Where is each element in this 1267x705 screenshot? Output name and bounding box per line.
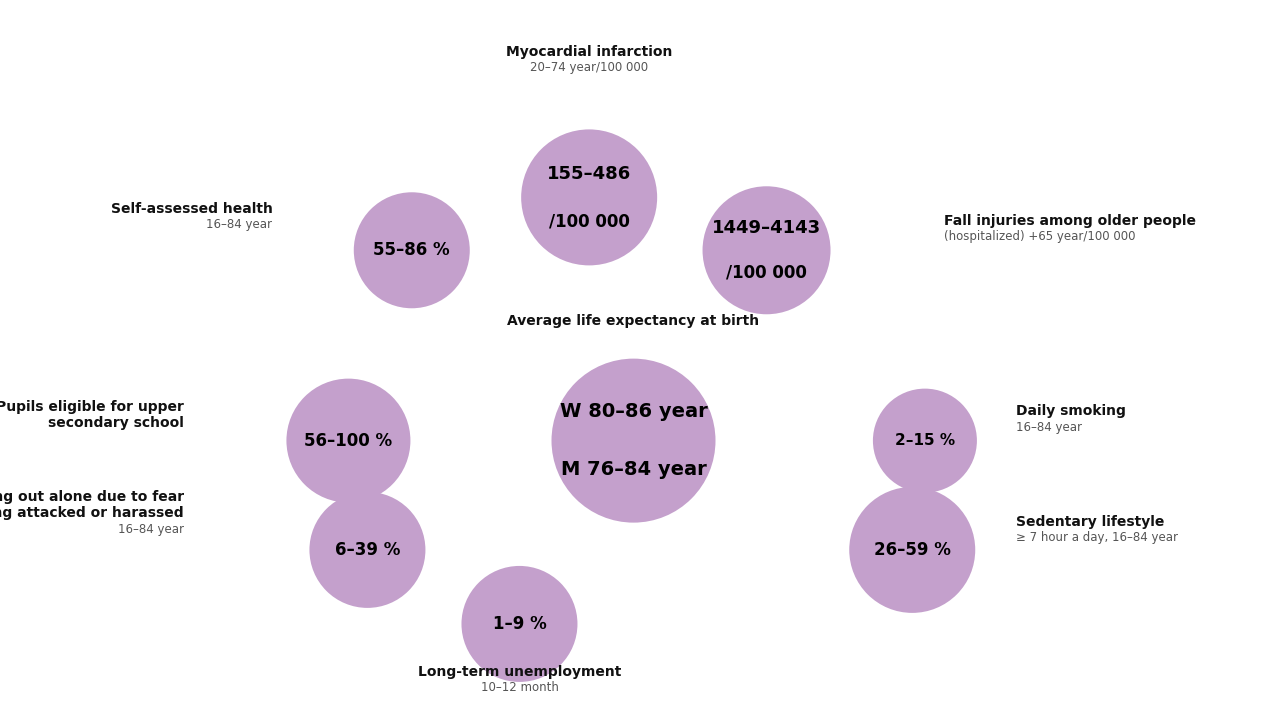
Text: 20–74 year/100 000: 20–74 year/100 000 [530,61,649,74]
Text: Self-assessed health: Self-assessed health [110,202,272,216]
Text: 16–84 year: 16–84 year [207,219,272,231]
Ellipse shape [521,130,658,265]
Text: 16–84 year: 16–84 year [118,523,184,536]
Text: 56–100 %: 56–100 % [304,431,393,450]
Text: Long-term unemployment: Long-term unemployment [418,665,621,679]
Text: 16–84 year: 16–84 year [1016,421,1082,434]
Text: 10–12 month: 10–12 month [480,682,559,694]
Ellipse shape [551,359,716,522]
Text: 26–59 %: 26–59 % [874,541,950,559]
Ellipse shape [353,192,470,308]
Ellipse shape [849,487,976,613]
Text: Daily smoking: Daily smoking [1016,404,1126,418]
Text: Sedentary lifestyle: Sedentary lifestyle [1016,515,1164,529]
Text: Avoid going out alone due to fear
of being attacked or harassed: Avoid going out alone due to fear of bei… [0,490,184,520]
Text: Fall injuries among older people: Fall injuries among older people [944,214,1196,228]
Text: (hospitalized) +65 year/100 000: (hospitalized) +65 year/100 000 [944,231,1135,243]
Ellipse shape [873,388,977,493]
Text: 1–9 %: 1–9 % [493,615,546,633]
Text: W 80–86 year: W 80–86 year [560,403,707,422]
Text: Average life expectancy at birth: Average life expectancy at birth [508,314,759,328]
Text: 2–15 %: 2–15 % [895,433,955,448]
Text: Myocardial infarction: Myocardial infarction [506,44,673,59]
Text: M 76–84 year: M 76–84 year [560,460,707,479]
Ellipse shape [702,186,831,314]
Text: 1449–4143: 1449–4143 [712,219,821,237]
Text: 6–39 %: 6–39 % [334,541,400,559]
Text: /100 000: /100 000 [549,212,630,231]
Text: /100 000: /100 000 [726,264,807,282]
Text: ≥ 7 hour a day, 16–84 year: ≥ 7 hour a day, 16–84 year [1016,532,1178,544]
Text: Pupils eligible for upper
secondary school: Pupils eligible for upper secondary scho… [0,400,184,430]
Ellipse shape [286,379,411,503]
Text: 155–486: 155–486 [547,164,631,183]
Ellipse shape [461,566,578,682]
Ellipse shape [309,492,426,608]
Text: 55–86 %: 55–86 % [374,241,450,259]
